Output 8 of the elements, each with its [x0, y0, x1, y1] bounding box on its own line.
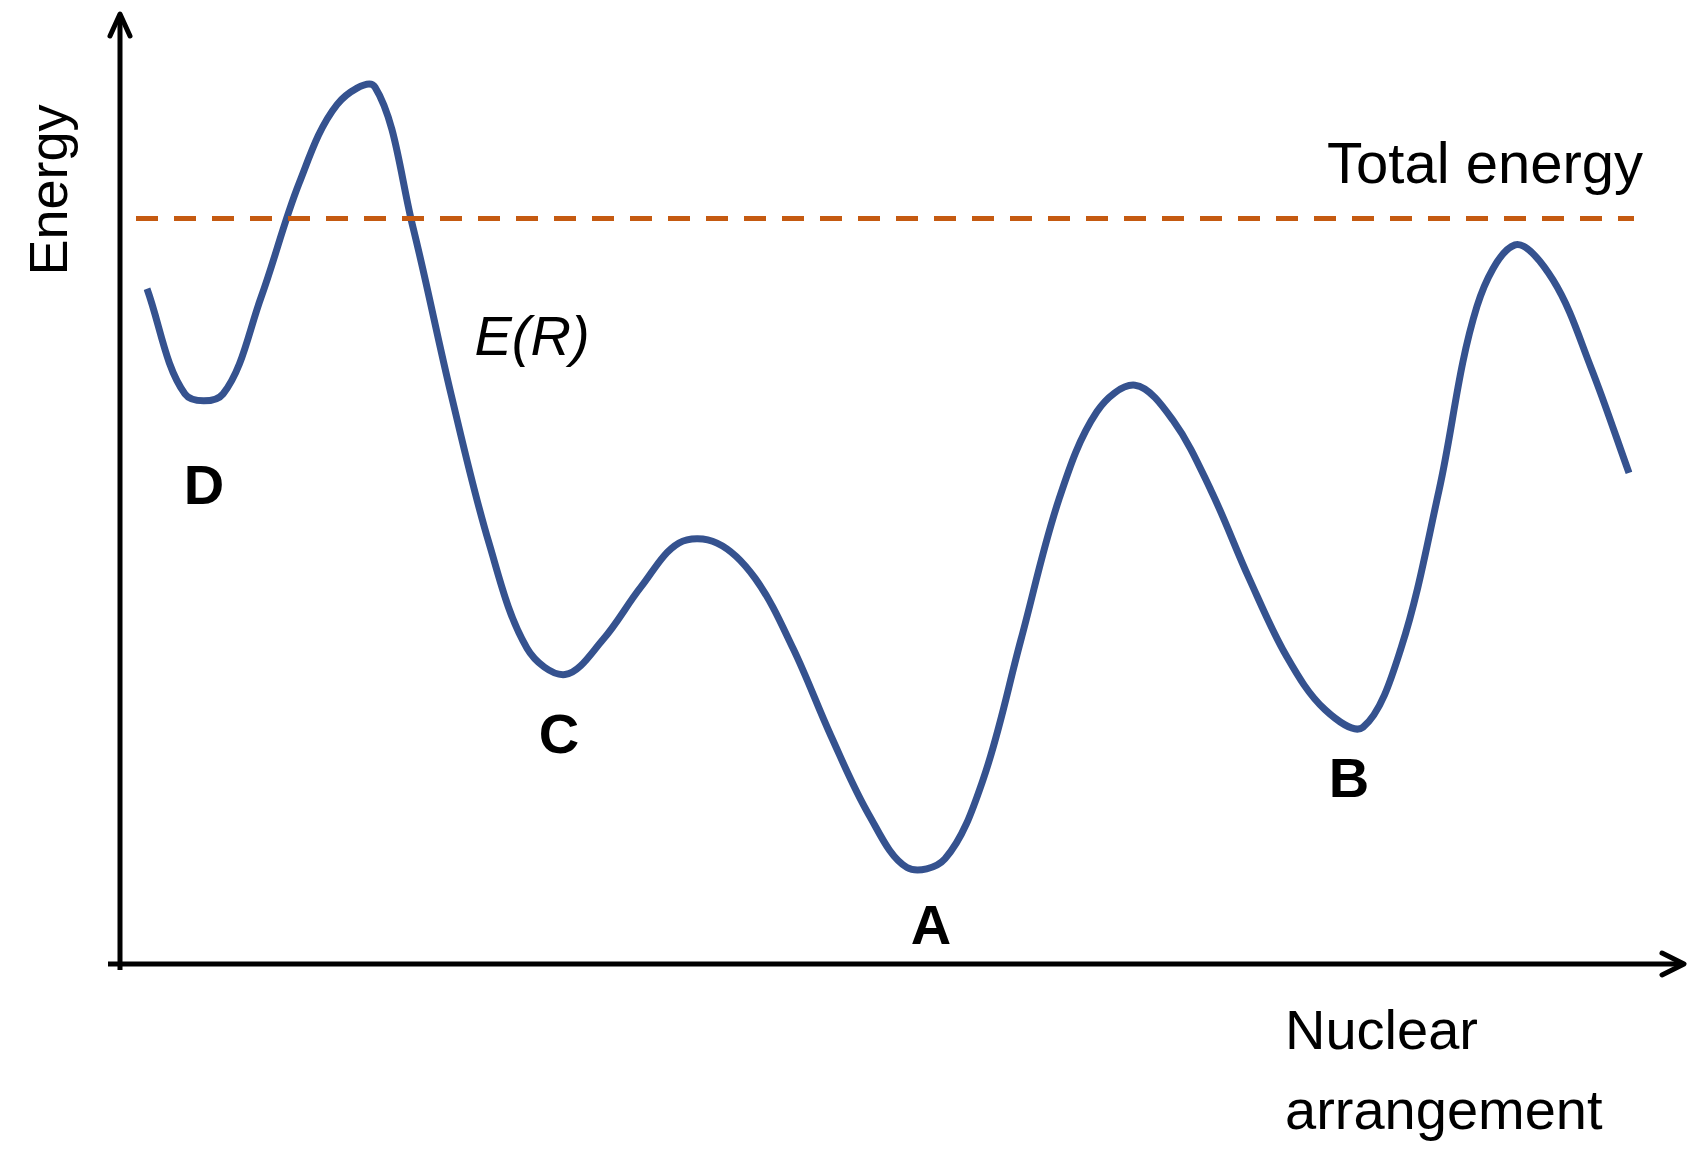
- y-axis-title: Energy: [17, 104, 79, 276]
- annotation: A: [910, 893, 952, 957]
- annotation: B: [1328, 746, 1370, 810]
- annotation: D: [183, 453, 225, 517]
- annotation: E(R): [474, 303, 590, 367]
- x-axis-title: Nuclear arrangement: [1285, 997, 1604, 1143]
- annotation: C: [538, 702, 580, 766]
- ref-line-label: Total energy: [1327, 129, 1643, 195]
